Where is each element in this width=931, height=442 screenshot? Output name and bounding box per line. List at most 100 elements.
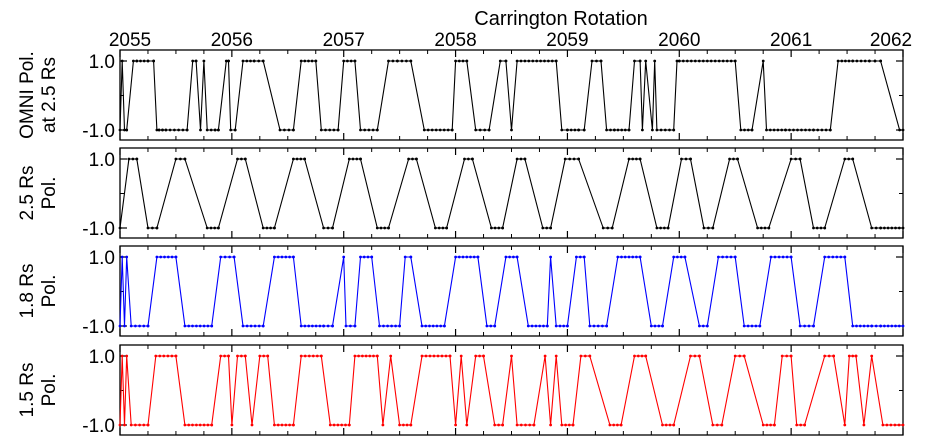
data-point bbox=[351, 157, 355, 161]
data-point bbox=[120, 255, 124, 259]
data-point bbox=[569, 128, 573, 132]
data-point bbox=[894, 324, 897, 328]
data-point bbox=[344, 324, 348, 328]
data-point bbox=[269, 226, 272, 230]
x-tick-label: 2062 bbox=[870, 30, 912, 51]
data-point bbox=[883, 226, 886, 230]
data-point bbox=[457, 255, 461, 259]
data-point bbox=[383, 226, 387, 230]
x-tick-label: 2060 bbox=[658, 30, 700, 51]
data-point bbox=[773, 423, 776, 427]
data-point bbox=[758, 324, 762, 328]
data-point bbox=[440, 354, 444, 358]
panel-frame bbox=[119, 147, 904, 239]
y-tick-label: -1.0 bbox=[82, 121, 115, 142]
data-point bbox=[181, 128, 185, 132]
data-point bbox=[610, 226, 614, 230]
data-point bbox=[870, 226, 874, 230]
data-point bbox=[605, 324, 608, 328]
data-point bbox=[804, 128, 807, 132]
data-point bbox=[252, 59, 256, 63]
data-point bbox=[375, 128, 379, 132]
data-point bbox=[746, 128, 750, 132]
data-point bbox=[434, 226, 437, 230]
data-point bbox=[843, 255, 847, 259]
data-point bbox=[362, 255, 366, 259]
data-point bbox=[879, 59, 882, 63]
data-point bbox=[653, 59, 657, 63]
x-tick-label: 2061 bbox=[770, 30, 812, 51]
data-point bbox=[187, 423, 191, 427]
data-point bbox=[155, 255, 159, 259]
data-point bbox=[901, 423, 905, 427]
data-point bbox=[823, 226, 827, 230]
data-point bbox=[874, 226, 878, 230]
data-point bbox=[311, 354, 315, 358]
data-point bbox=[620, 128, 624, 132]
data-point bbox=[736, 157, 739, 161]
data-point bbox=[824, 128, 828, 132]
data-point bbox=[284, 423, 288, 427]
data-point bbox=[851, 324, 855, 328]
data-point bbox=[292, 255, 295, 259]
data-point bbox=[750, 324, 754, 328]
data-point bbox=[588, 354, 592, 358]
data-point bbox=[560, 423, 564, 427]
data-point bbox=[378, 324, 381, 328]
data-point bbox=[897, 226, 901, 230]
data-point bbox=[729, 255, 733, 259]
data-point bbox=[381, 423, 385, 427]
data-point bbox=[606, 226, 610, 230]
x-tick-label: 2059 bbox=[546, 30, 588, 51]
data-point bbox=[613, 128, 616, 132]
data-point bbox=[307, 59, 310, 63]
data-point bbox=[527, 59, 531, 63]
data-point bbox=[146, 226, 150, 230]
data-point bbox=[562, 324, 566, 328]
data-point bbox=[823, 354, 827, 358]
data-point bbox=[194, 59, 198, 63]
data-point bbox=[314, 59, 318, 63]
data-point bbox=[554, 354, 558, 358]
data-point bbox=[858, 324, 862, 328]
data-point bbox=[232, 255, 236, 259]
data-point bbox=[512, 255, 515, 259]
data-point bbox=[314, 324, 318, 328]
data-point bbox=[409, 59, 413, 63]
data-point bbox=[868, 59, 871, 63]
data-point bbox=[554, 324, 558, 328]
data-point bbox=[644, 354, 648, 358]
data-point bbox=[359, 157, 362, 161]
data-point bbox=[490, 226, 493, 230]
data-point bbox=[166, 354, 170, 358]
data-point bbox=[152, 59, 156, 63]
data-point bbox=[261, 324, 265, 328]
data-point bbox=[689, 59, 693, 63]
data-point bbox=[756, 226, 759, 230]
data-point bbox=[249, 59, 252, 63]
data-point bbox=[638, 255, 642, 259]
data-point bbox=[227, 354, 230, 358]
data-point bbox=[549, 255, 552, 259]
data-point bbox=[474, 354, 478, 358]
data-point bbox=[679, 255, 683, 259]
data-point bbox=[738, 354, 742, 358]
data-point bbox=[623, 128, 627, 132]
data-point bbox=[284, 255, 288, 259]
data-point bbox=[743, 128, 746, 132]
data-point bbox=[174, 255, 178, 259]
data-point bbox=[155, 128, 159, 132]
data-point bbox=[635, 157, 638, 161]
data-point bbox=[138, 324, 142, 328]
data-point bbox=[542, 324, 545, 328]
data-point bbox=[641, 128, 644, 132]
data-point bbox=[640, 354, 644, 358]
data-point bbox=[219, 354, 223, 358]
data-point bbox=[886, 324, 890, 328]
data-point bbox=[689, 354, 692, 358]
data-point bbox=[428, 354, 432, 358]
data-point bbox=[472, 255, 476, 259]
data-point bbox=[893, 423, 897, 427]
data-point bbox=[322, 324, 325, 328]
series-line bbox=[119, 355, 903, 426]
